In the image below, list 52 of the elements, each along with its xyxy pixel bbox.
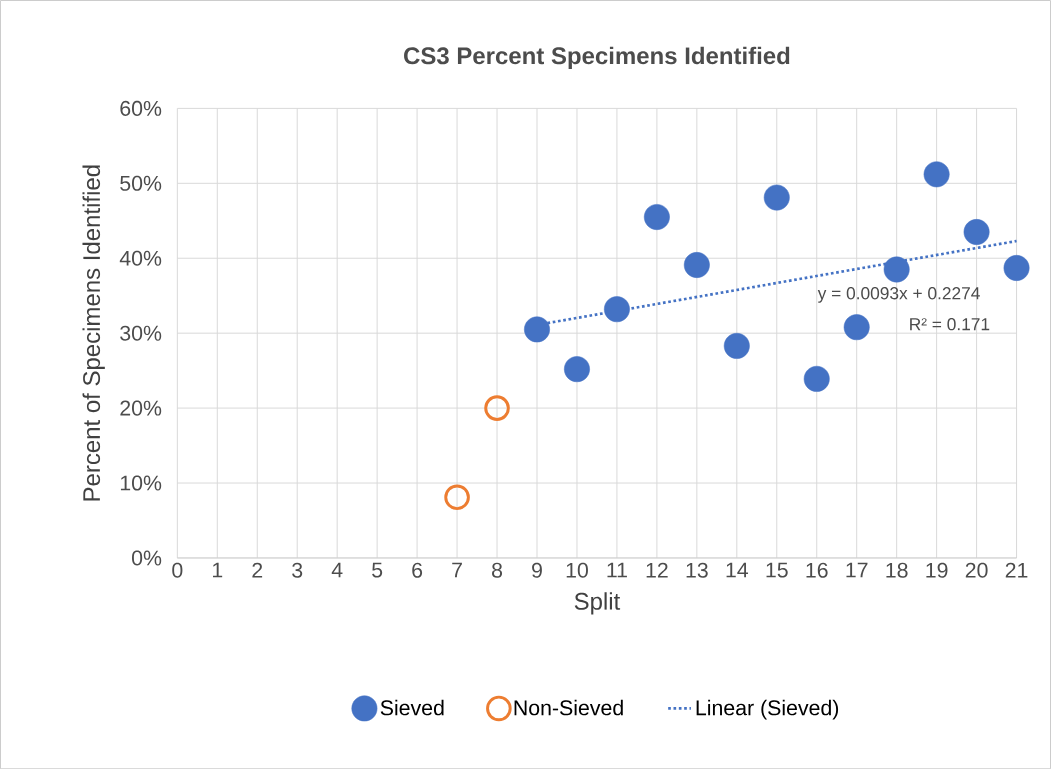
x-tick-label: 7 [452, 562, 462, 578]
x-tick-label: 9 [532, 562, 542, 578]
point [444, 484, 470, 510]
y-tick-label: 40% [119, 250, 162, 266]
x-tick-label: 11 [607, 562, 627, 578]
x-tick-label: 3 [292, 562, 303, 578]
x-tick-label: 13 [686, 562, 708, 578]
point [643, 203, 670, 230]
y-tick-label: 50% [120, 175, 162, 191]
x-tick-label: 14 [726, 562, 749, 578]
y-tick-label: 0% [132, 550, 162, 566]
x-tick-label: 0 [172, 562, 183, 578]
x-tick-label: 5 [372, 562, 383, 578]
point [763, 184, 790, 211]
annotation: R² = 0.171 [910, 317, 990, 331]
legend-label: Linear (Sieved) [696, 699, 839, 720]
legend-label: Sieved [380, 699, 444, 716]
x-tick-label: 6 [412, 562, 423, 578]
point [604, 296, 630, 322]
point [524, 316, 550, 343]
y-tick-label: 60% [120, 100, 162, 116]
annotation: y = 0.0093x + 0.2274 [817, 286, 980, 303]
point [723, 332, 750, 359]
x-axis-title: Split [574, 592, 621, 615]
point [683, 251, 710, 278]
chart-title: CS3 Percent Specimens Identified [404, 46, 790, 69]
x-tick-label: 19 [926, 562, 948, 578]
x-tick-label: 1 [213, 562, 223, 578]
x-tick-label: 17 [846, 562, 868, 578]
y-tick-label: 10% [120, 475, 162, 491]
point [843, 314, 870, 340]
point [1003, 254, 1030, 281]
x-tick-label: 15 [766, 562, 788, 578]
x-tick-label: 16 [806, 562, 828, 578]
y-tick-label: 30% [120, 325, 162, 341]
x-tick-label: 10 [566, 562, 588, 578]
legend-label: Non-Sieved [514, 699, 623, 716]
point [564, 356, 590, 382]
x-tick-label: 8 [492, 562, 503, 578]
point [923, 161, 950, 188]
x-tick-label: 20 [965, 562, 988, 578]
x-tick-label: 18 [886, 562, 908, 578]
point [963, 218, 990, 245]
y-axis-title: Percent of Specimens Identified [82, 165, 105, 501]
x-tick-label: 12 [646, 562, 668, 578]
x-tick-label: 2 [252, 562, 263, 578]
point [803, 365, 830, 392]
x-tick-label: 21 [1005, 562, 1028, 578]
x-tick-label: 4 [331, 562, 343, 578]
point [484, 395, 510, 421]
point [883, 256, 910, 283]
y-tick-label: 20% [120, 400, 162, 416]
